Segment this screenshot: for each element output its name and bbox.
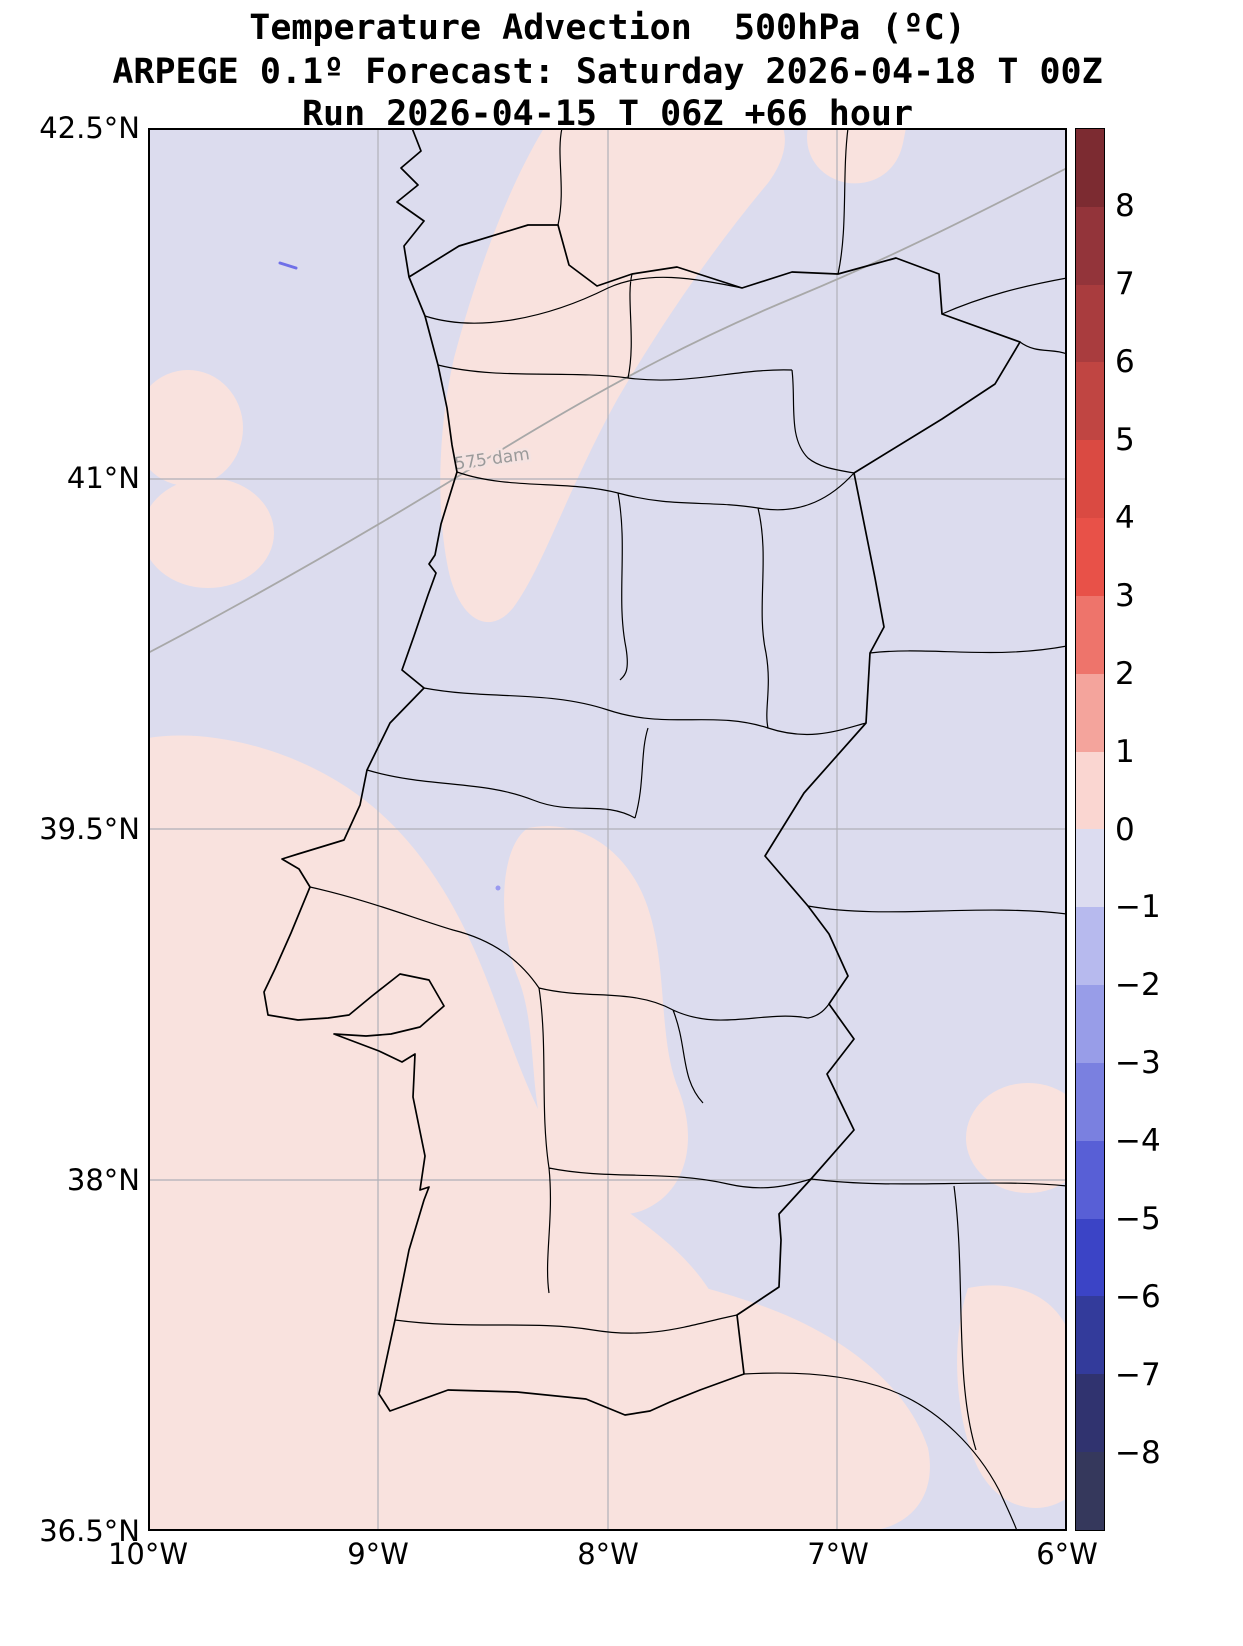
colorbar-segment xyxy=(1076,518,1104,596)
positive-advection-regions xyxy=(148,128,1067,1531)
colorbar-segment xyxy=(1076,1218,1104,1297)
coastline-national-border xyxy=(263,128,1021,1416)
lat-tick-label: 41°N xyxy=(66,461,140,495)
colorbar-segment xyxy=(1076,284,1104,363)
colorbar-segment xyxy=(1076,1062,1104,1141)
colorbar-tick-label: 0 xyxy=(1115,811,1135,848)
minor-negative-core xyxy=(278,261,501,891)
colorbar-segment xyxy=(1076,440,1104,519)
figure-subtitle-forecast: ARPEGE 0.1º Forecast: Saturday 2026-04-1… xyxy=(112,52,1103,92)
map-svg: 575 dam xyxy=(148,128,1067,1531)
colorbar-segment xyxy=(1076,829,1104,908)
colorbar-tick-label: 7 xyxy=(1115,265,1135,302)
lon-tick-label: 9°W xyxy=(347,1537,409,1571)
lon-tick-label: 8°W xyxy=(577,1537,639,1571)
plot-frame xyxy=(148,128,1067,1531)
colorbar-tick-label: −4 xyxy=(1115,1123,1161,1160)
colorbar-tick-label: −3 xyxy=(1115,1045,1161,1082)
colorbar-tick-label: 3 xyxy=(1115,577,1135,614)
colorbar-segment xyxy=(1076,907,1104,986)
colorbar xyxy=(1075,128,1105,1531)
lat-tick-label: 38°N xyxy=(66,1163,140,1197)
colorbar-segment xyxy=(1076,751,1104,830)
colorbar-tick-label: 6 xyxy=(1115,343,1135,380)
colorbar-tick-label: 2 xyxy=(1115,655,1135,692)
colorbar-segment xyxy=(1076,206,1104,285)
colorbar-segment xyxy=(1076,1374,1104,1453)
spain-province-borders xyxy=(557,128,1067,1531)
colorbar-tick-label: 4 xyxy=(1115,499,1135,536)
figure-subtitle-run: Run 2026-04-15 T 06Z +66 hour xyxy=(301,94,914,134)
colorbar-tick-label: −7 xyxy=(1115,1357,1161,1394)
colorbar-tick-label: 8 xyxy=(1115,187,1135,224)
colorbar-segment xyxy=(1076,129,1104,207)
colorbar-segment xyxy=(1076,1140,1104,1219)
colorbar-tick-label: −1 xyxy=(1115,889,1161,926)
lon-tick-label: 10°W xyxy=(107,1537,189,1571)
lat-tick-label: 36.5°N xyxy=(39,1514,140,1548)
lon-tick-label: 6°W xyxy=(1036,1537,1098,1571)
colorbar-tick-label: −6 xyxy=(1115,1279,1161,1316)
figure-title: Temperature Advection 500hPa (ºC) xyxy=(249,8,966,48)
height-contour-line xyxy=(148,167,1067,654)
graticule-gridlines xyxy=(148,128,1067,1531)
lon-tick-label: 7°W xyxy=(807,1537,869,1571)
colorbar-tick-label: 5 xyxy=(1115,421,1135,458)
colorbar-ticks: 8 7 6 5 4 3 2 1 0 −1 −2 −3 −4 −5 −6 −7 −8 xyxy=(1115,128,1205,1531)
colorbar-segment xyxy=(1076,673,1104,752)
colorbar-segment xyxy=(1076,1452,1104,1530)
colorbar-tick-label: −5 xyxy=(1115,1201,1161,1238)
colorbar-tick-label: −2 xyxy=(1115,967,1161,1004)
colorbar-tick-label: 1 xyxy=(1115,733,1135,770)
colorbar-tick-label: −8 xyxy=(1115,1435,1161,1472)
colorbar-segment xyxy=(1076,362,1104,441)
lat-tick-label: 42.5°N xyxy=(39,111,140,145)
colorbar-segment xyxy=(1076,595,1104,674)
portugal-district-borders xyxy=(309,273,867,1334)
colorbar-segment xyxy=(1076,1296,1104,1375)
lat-tick-label: 39.5°N xyxy=(39,812,140,846)
colorbar-segment xyxy=(1076,985,1104,1063)
